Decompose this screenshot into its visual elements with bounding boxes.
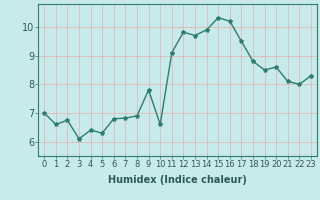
X-axis label: Humidex (Indice chaleur): Humidex (Indice chaleur) bbox=[108, 175, 247, 185]
